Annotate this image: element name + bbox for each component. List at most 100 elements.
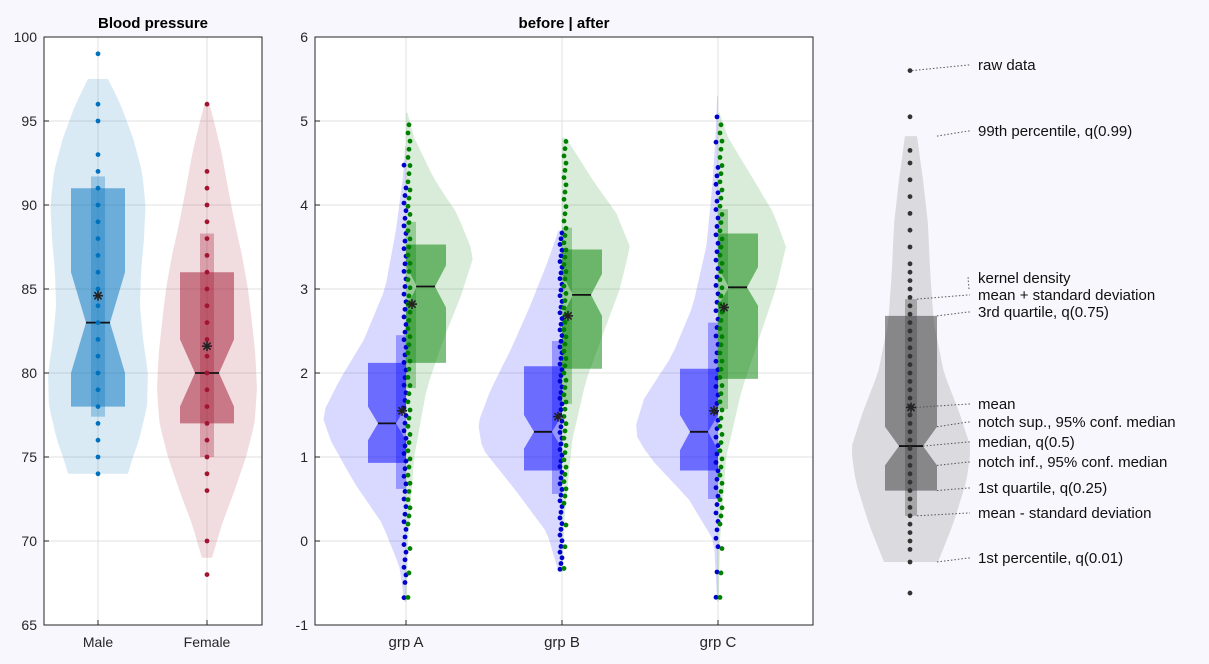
ba-data-point-before — [713, 510, 719, 516]
ba-data-point-before — [557, 481, 563, 487]
ba-data-point-before — [558, 287, 564, 293]
ba-data-point-before — [714, 114, 720, 120]
ba-data-point-after — [406, 513, 412, 519]
ba-data-point-after — [719, 480, 725, 486]
ba-box-before — [680, 368, 718, 471]
ba-mean-before — [397, 405, 407, 416]
ba-data-point-before — [403, 322, 409, 327]
legend-data-point — [907, 530, 913, 535]
legend-label-kde: kernel density — [978, 270, 1071, 287]
legend-data-point — [907, 370, 913, 376]
ba-data-point-after — [563, 443, 569, 448]
ba-data-point-after — [406, 489, 412, 494]
ba-data-point-after — [717, 326, 723, 331]
legend-leader-raw_data — [911, 64, 970, 72]
ba-data-point-before — [557, 430, 563, 435]
ba-data-point-after — [406, 146, 412, 152]
ba-data-point-before — [402, 511, 408, 517]
ba-data-point-before — [401, 360, 407, 365]
bp-data-point — [95, 51, 101, 57]
ba-data-point-before — [713, 257, 719, 263]
ba-data-point-after — [719, 334, 725, 340]
ba-data-point-after — [562, 211, 568, 217]
ba-xtick-label: grp A — [388, 634, 423, 651]
legend-data-point — [907, 590, 913, 596]
ba-data-point-before — [402, 306, 408, 312]
legend-data-point — [907, 387, 913, 393]
ba-data-point-after — [562, 385, 568, 390]
ba-data-point-after — [717, 399, 723, 405]
ba-data-point-after — [718, 570, 724, 576]
legend-data-point — [907, 328, 913, 334]
ba-data-point-before — [558, 321, 564, 327]
ba-data-point-after — [563, 486, 569, 492]
ba-data-point-before — [557, 276, 563, 282]
bp-data-point — [204, 353, 210, 359]
ba-data-point-before — [714, 502, 720, 507]
ba-data-point-before — [402, 489, 408, 494]
ba-data-point-after — [405, 130, 411, 136]
ba-data-point-after — [719, 456, 725, 462]
ba-data-point-before — [558, 270, 564, 276]
bp-xtick-label: Female — [184, 634, 231, 650]
legend-data-point — [907, 114, 913, 120]
legend-data-point — [907, 421, 913, 426]
ba-data-point-after — [407, 138, 413, 144]
ba-data-point-after — [407, 480, 413, 486]
ba-data-point-after — [718, 220, 724, 225]
bp-data-point — [204, 387, 210, 393]
ba-data-point-before — [402, 443, 408, 449]
ba-data-point-after — [563, 182, 569, 188]
ba-data-point-after — [406, 269, 412, 274]
ba-data-point-before — [557, 378, 563, 384]
ba-data-point-after — [406, 366, 412, 372]
ba-data-point-before — [557, 549, 563, 555]
ba-data-point-before — [401, 542, 407, 547]
ba-data-point-after — [719, 212, 725, 217]
ba-data-point-after — [407, 407, 413, 413]
ba-data-point-before — [713, 232, 719, 238]
ba-data-point-after — [563, 377, 569, 383]
bp-ytick-label: 65 — [21, 617, 37, 633]
ba-data-point-after — [563, 225, 569, 231]
ba-data-point-after — [407, 334, 413, 340]
bp-data-point — [95, 370, 101, 376]
ba-data-point-after — [405, 399, 411, 405]
ba-data-point-after — [717, 521, 723, 527]
ba-data-point-after — [718, 513, 724, 519]
ba-data-point-after — [563, 291, 569, 296]
ba-data-point-after — [563, 334, 569, 340]
bp-data-point — [204, 303, 210, 309]
ba-data-point-after — [562, 428, 568, 434]
ba-data-point-after — [407, 383, 413, 388]
bp-data-point — [204, 471, 210, 477]
ba-data-point-before — [713, 283, 719, 288]
ba-data-point-before — [713, 333, 719, 339]
ba-data-point-before — [715, 493, 721, 499]
legend-data-point — [907, 227, 913, 233]
ba-data-point-before — [557, 344, 563, 350]
ba-data-point-before — [401, 595, 407, 601]
ba-ytick-label: 6 — [300, 29, 308, 45]
ba-data-point-after — [718, 391, 724, 397]
legend-data-point — [907, 412, 913, 418]
bp-data-point — [95, 471, 101, 477]
legend-mean-marker — [906, 402, 916, 413]
legend-data-point — [907, 547, 913, 552]
bp-data-point — [95, 387, 101, 393]
bp-ytick-label: 70 — [21, 533, 37, 549]
legend-data-point — [907, 311, 913, 317]
ba-data-point-after — [563, 356, 569, 361]
ba-data-point-after — [406, 415, 412, 421]
ba-data-point-before — [403, 526, 409, 532]
ba-data-point-after — [405, 228, 411, 234]
legend-leader-mean — [915, 403, 970, 408]
ba-data-point-after — [405, 203, 411, 209]
ba-data-point-before — [402, 193, 408, 198]
ba-data-point-after — [718, 146, 724, 152]
ba-data-point-after — [561, 305, 567, 311]
legend-data-point — [907, 454, 913, 460]
ba-data-point-after — [406, 122, 412, 128]
legend-label-raw_data: raw data — [978, 57, 1036, 74]
